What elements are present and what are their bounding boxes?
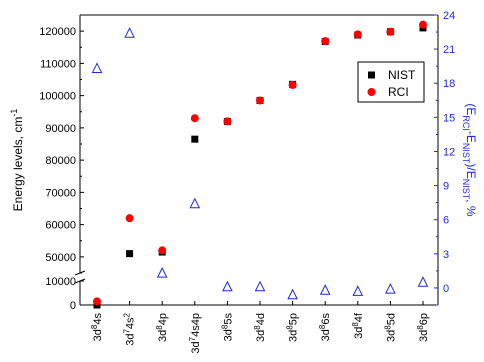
right-tick-label: 0 [443,283,449,295]
relative-difference-point [189,197,201,209]
relative-difference-point [287,288,298,300]
right-tick-label: 3 [443,249,449,261]
relative-difference-point [254,280,266,292]
right-tick-label: 12 [443,146,455,158]
left-tick-label: 80000 [45,155,76,167]
x-tick-label: 3d86s [318,313,332,342]
data-points [91,20,429,309]
right-axis-title: (ERCI-ENIST)/ENIST, % [461,103,478,217]
right-tick-label: 21 [443,44,455,56]
x-tick-label: 3d84f [351,312,365,339]
x-axis: 3d84s 3d74s2 3d84p 3d74s4p 3d85s 3d84d 3d85p 3d… [90,301,430,354]
axis-titles: Energy levels, cm-1 (ERCI-ENIST)/ENIST, % [9,103,478,217]
left-tick-label: 60000 [45,220,76,232]
x-tick-label: 3d84d [253,313,267,342]
x-tick-label: 3d74s4p [188,313,202,354]
left-tick-label: 0 [70,300,76,312]
right-tick-label: 9 [443,181,449,193]
plot-frame [74,14,439,306]
left-axis: 0 10000 50000 60000 70000 80000 90000 100000 110… [39,14,84,312]
x-tick-label: 3d74s2 [123,312,137,345]
rci-point [256,96,264,105]
rci-point [93,297,101,306]
right-axis: 0 3 6 9 12 15 18 21 24 [434,10,455,306]
x-tick-label: 3d85s [220,313,234,342]
x-tick-label: 3d84s [90,313,104,342]
rci-point [288,80,297,89]
right-tick-label: 6 [443,215,449,227]
legend-label: RCI [388,85,409,99]
left-tick-label: 100000 [39,91,76,103]
legend-box [357,61,425,103]
nist-point [191,135,199,143]
rci-point [386,27,395,36]
left-tick-label: 70000 [45,187,76,199]
left-tick-label: 90000 [45,123,76,135]
relative-difference-point [385,282,396,294]
right-tick-label: 18 [443,78,455,90]
rci-point [223,117,232,126]
x-tick-label: 3d86p [416,313,430,342]
relative-difference-point [124,27,135,38]
left-axis-title: Energy levels, cm-1 [9,109,25,212]
x-tick-label: 3d85p [286,313,300,342]
relative-difference-point [222,280,233,292]
legend-marker-nist [368,71,375,79]
relative-difference-point [352,285,364,296]
legend: NIST RCI [357,61,425,103]
left-tick-label: 120000 [39,26,76,38]
legend-marker-rci [367,88,376,96]
rci-point [419,20,427,29]
left-tick-label: 50000 [45,252,76,264]
x-tick-label: 3d85d [383,313,397,342]
legend-label: NIST [388,68,416,82]
left-tick-label: 10000 [45,276,76,288]
relative-difference-point [319,284,331,295]
relative-difference-point [156,267,168,278]
nist-point [126,250,134,258]
left-tick-label: 110000 [40,58,76,70]
relative-difference-point [417,276,429,287]
rci-point [125,214,134,223]
rci-point [353,30,362,39]
rci-point [190,114,199,123]
x-tick-label: 3d84p [155,313,169,342]
relative-difference-point [91,62,103,73]
right-tick-label: 24 [443,10,455,22]
right-tick-label: 15 [443,112,455,124]
rci-point [321,37,330,46]
rci-point [158,246,167,255]
